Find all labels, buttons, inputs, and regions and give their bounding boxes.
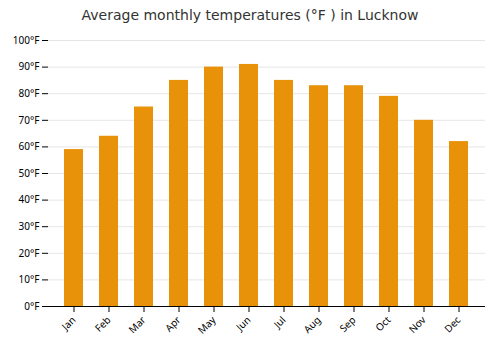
svg-text:Jun: Jun xyxy=(232,313,253,334)
svg-text:Feb: Feb xyxy=(91,313,113,335)
svg-text:40°F: 40°F xyxy=(19,192,40,206)
svg-text:Nov: Nov xyxy=(405,312,429,336)
svg-text:Dec: Dec xyxy=(441,313,464,336)
svg-text:Aug: Aug xyxy=(300,313,323,336)
svg-text:90°F: 90°F xyxy=(19,59,40,73)
svg-text:30°F: 30°F xyxy=(19,219,40,233)
svg-text:May: May xyxy=(194,312,219,337)
svg-text:Sep: Sep xyxy=(336,313,358,335)
svg-text:60°F: 60°F xyxy=(19,139,40,153)
svg-text:0°F: 0°F xyxy=(24,299,39,313)
svg-text:20°F: 20°F xyxy=(19,246,40,260)
svg-text:50°F: 50°F xyxy=(19,166,40,180)
svg-text:Mar: Mar xyxy=(125,313,148,336)
svg-text:10°F: 10°F xyxy=(19,272,40,286)
svg-text:Jan: Jan xyxy=(58,313,79,334)
svg-text:100°F: 100°F xyxy=(13,33,40,47)
svg-text:Jul: Jul xyxy=(270,313,289,332)
svg-text:Oct: Oct xyxy=(372,313,394,335)
svg-text:80°F: 80°F xyxy=(19,86,40,100)
svg-text:Apr: Apr xyxy=(162,313,184,335)
html-text:Average monthly temperatures (: Average monthly temperatures (°F ) in Lu… xyxy=(81,7,419,23)
svg-text:70°F: 70°F xyxy=(19,113,40,127)
